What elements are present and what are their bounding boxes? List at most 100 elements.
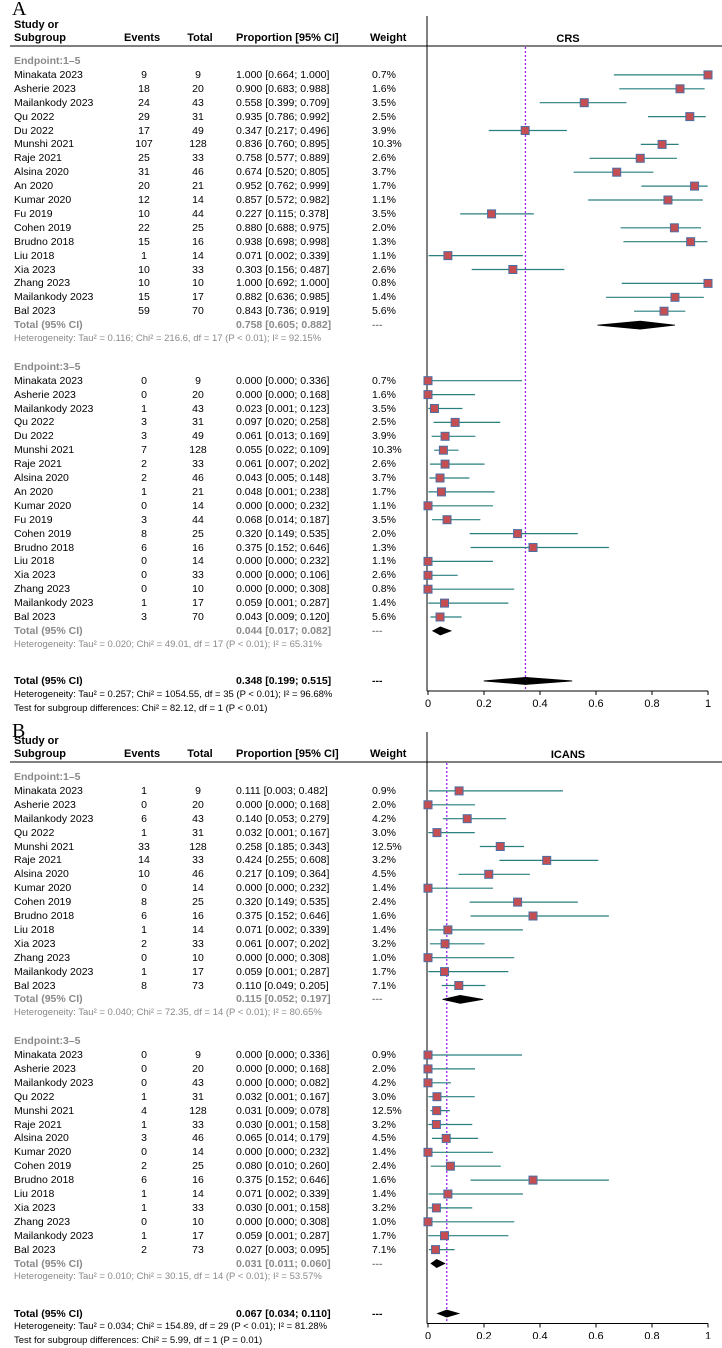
study-events: 8 xyxy=(141,979,147,992)
study-proportion: 0.097 [0.020; 0.258] xyxy=(236,416,330,429)
study-proportion: 0.836 [0.760; 0.895] xyxy=(236,138,330,151)
header-columns: Events Total Proportion [95% CI] Weight xyxy=(0,31,430,45)
overall-note: Heterogeneity: Tau² = 0.257; Chi² = 1054… xyxy=(14,688,333,700)
study-total: 16 xyxy=(192,910,204,922)
study-events: 107 xyxy=(135,138,153,151)
study-name: Qu 2022 xyxy=(14,110,55,123)
study-row: Minakata 2023 0 9 0.000 [0.000; 0.336] 0.7% xyxy=(0,374,430,388)
study-weight: 1.3% xyxy=(372,541,396,554)
study-name: Munshi 2021 xyxy=(14,1104,75,1117)
study-total: 10 xyxy=(192,1215,204,1228)
study-row: Mailankody 2023 1 17 0.059 [0.001; 0.287] 1.… xyxy=(0,596,430,610)
study-marker xyxy=(542,855,552,865)
study-events: 4 xyxy=(141,1104,147,1117)
study-weight: 2.0% xyxy=(372,1062,396,1075)
study-proportion: 0.071 [0.002; 0.339] xyxy=(236,1188,330,1200)
study-total: 25 xyxy=(192,221,204,234)
study-row: Cohen 2019 8 25 0.320 [0.149; 0.535] 2.4% xyxy=(0,895,430,909)
study-marker xyxy=(445,1161,455,1171)
study-name: Liu 2018 xyxy=(14,555,55,568)
study-row: Mailankody 2023 1 17 0.059 [0.001; 0.287] 1.… xyxy=(0,965,430,979)
study-name: Du 2022 xyxy=(14,430,54,443)
study-weight: 3.5% xyxy=(372,402,396,415)
study-row: Zhang 2023 0 10 0.000 [0.000; 0.308] 1.0% xyxy=(0,951,430,965)
study-row: Xia 2023 1 33 0.030 [0.001; 0.158] 3.2% xyxy=(0,1201,430,1215)
study-proportion: 0.347 [0.217; 0.496] xyxy=(236,124,330,137)
study-row: Raje 2021 14 33 0.424 [0.255; 0.608] 3.2% xyxy=(0,853,430,867)
study-marker xyxy=(423,584,433,594)
panel-a: A Study or Subgroup Events Total Proportion [… xyxy=(0,0,722,714)
study-weight: 2.4% xyxy=(372,1160,396,1173)
study-row: Mailankody 2023 6 43 0.140 [0.053; 0.279] 4.… xyxy=(0,812,430,826)
study-name: Alsina 2020 xyxy=(14,1132,69,1145)
study-proportion: 0.375 [0.152; 0.646] xyxy=(236,910,330,922)
study-row: Fu 2019 10 44 0.227 [0.115; 0.378] 3.5% xyxy=(0,207,430,221)
study-name: Raje 2021 xyxy=(14,854,62,867)
study-proportion: 0.000 [0.000; 0.168] xyxy=(236,388,330,401)
study-marker xyxy=(579,98,589,108)
study-name: Qu 2022 xyxy=(14,1090,55,1103)
total-proportion: 0.115 [0.052; 0.197] xyxy=(236,993,331,1006)
study-events: 0 xyxy=(141,1049,147,1061)
study-marker xyxy=(685,112,695,122)
study-events: 2 xyxy=(141,937,147,950)
study-events: 1 xyxy=(141,923,147,936)
study-row: Cohen 2019 22 25 0.880 [0.688; 0.975] 2.0% xyxy=(0,221,430,235)
study-proportion: 0.880 [0.688; 0.975] xyxy=(236,221,330,234)
study-total: 33 xyxy=(192,854,204,867)
study-row: Kumar 2020 0 14 0.000 [0.000; 0.232] 1.1% xyxy=(0,499,430,513)
study-proportion: 0.059 [0.001; 0.287] xyxy=(236,1229,330,1242)
study-total: 128 xyxy=(189,840,207,853)
study-name: Kumar 2020 xyxy=(14,882,72,895)
study-events: 22 xyxy=(138,221,150,234)
x-tick-label: 0.4 xyxy=(532,698,547,710)
x-tick-label: 1 xyxy=(705,698,711,710)
study-events: 10 xyxy=(138,868,150,881)
study-proportion: 0.938 [0.698; 0.998] xyxy=(236,235,330,248)
subgroup-heterogeneity: Heterogeneity: Tau² = 0.040; Chi² = 72.3… xyxy=(14,1007,322,1019)
header-total: Total xyxy=(187,32,213,44)
study-events: 3 xyxy=(141,416,147,429)
study-name: Brudno 2018 xyxy=(14,1174,75,1187)
study-events: 14 xyxy=(138,854,150,867)
study-weight: 1.4% xyxy=(372,291,396,304)
study-proportion: 0.000 [0.000; 0.308] xyxy=(236,951,330,964)
study-row: Alsina 2020 2 46 0.043 [0.005; 0.148] 3.7% xyxy=(0,471,430,485)
study-row: Brudno 2018 6 16 0.375 [0.152; 0.646] 1.3% xyxy=(0,541,430,555)
study-proportion: 0.030 [0.001; 0.158] xyxy=(236,1118,330,1131)
study-name: Bal 2023 xyxy=(14,305,56,318)
study-name: Xia 2023 xyxy=(14,263,56,276)
x-tick-label: 1 xyxy=(705,1331,711,1339)
study-marker xyxy=(528,543,538,552)
study-name: Kumar 2020 xyxy=(14,499,72,512)
x-tick-label: 0 xyxy=(425,1331,431,1339)
study-total: 10 xyxy=(192,583,204,596)
study-marker xyxy=(520,126,530,135)
study-weight: 3.7% xyxy=(372,166,396,179)
header-proportion: Proportion [95% CI] xyxy=(236,32,339,44)
study-weight: 4.2% xyxy=(372,1076,396,1089)
study-total: 31 xyxy=(192,110,204,123)
overall-diamond xyxy=(436,1309,461,1318)
study-events: 6 xyxy=(141,1174,147,1187)
study-name: Asherie 2023 xyxy=(14,1062,76,1075)
study-proportion: 0.048 [0.001; 0.238] xyxy=(236,485,330,498)
study-total: 70 xyxy=(192,305,204,318)
x-tick-label: 0.4 xyxy=(532,1331,547,1339)
study-events: 59 xyxy=(138,305,150,318)
study-marker xyxy=(703,278,713,288)
study-name: Cohen 2019 xyxy=(14,221,72,234)
study-name: Zhang 2023 xyxy=(14,1215,71,1228)
study-name: Liu 2018 xyxy=(14,1188,55,1200)
study-weight: 10.3% xyxy=(372,444,402,457)
study-total: 43 xyxy=(192,1076,204,1089)
study-events: 0 xyxy=(141,1062,147,1075)
study-total: 17 xyxy=(192,291,204,304)
study-proportion: 0.843 [0.736; 0.919] xyxy=(236,305,330,318)
study-proportion: 0.320 [0.149; 0.535] xyxy=(236,896,330,909)
x-tick-label: 0.8 xyxy=(644,1331,659,1339)
study-weight: 1.3% xyxy=(372,235,396,248)
header-study-line1: Study or xyxy=(14,735,59,747)
study-row: Raje 2021 25 33 0.758 [0.577; 0.889] 2.6% xyxy=(0,151,430,165)
study-marker xyxy=(423,1050,433,1060)
